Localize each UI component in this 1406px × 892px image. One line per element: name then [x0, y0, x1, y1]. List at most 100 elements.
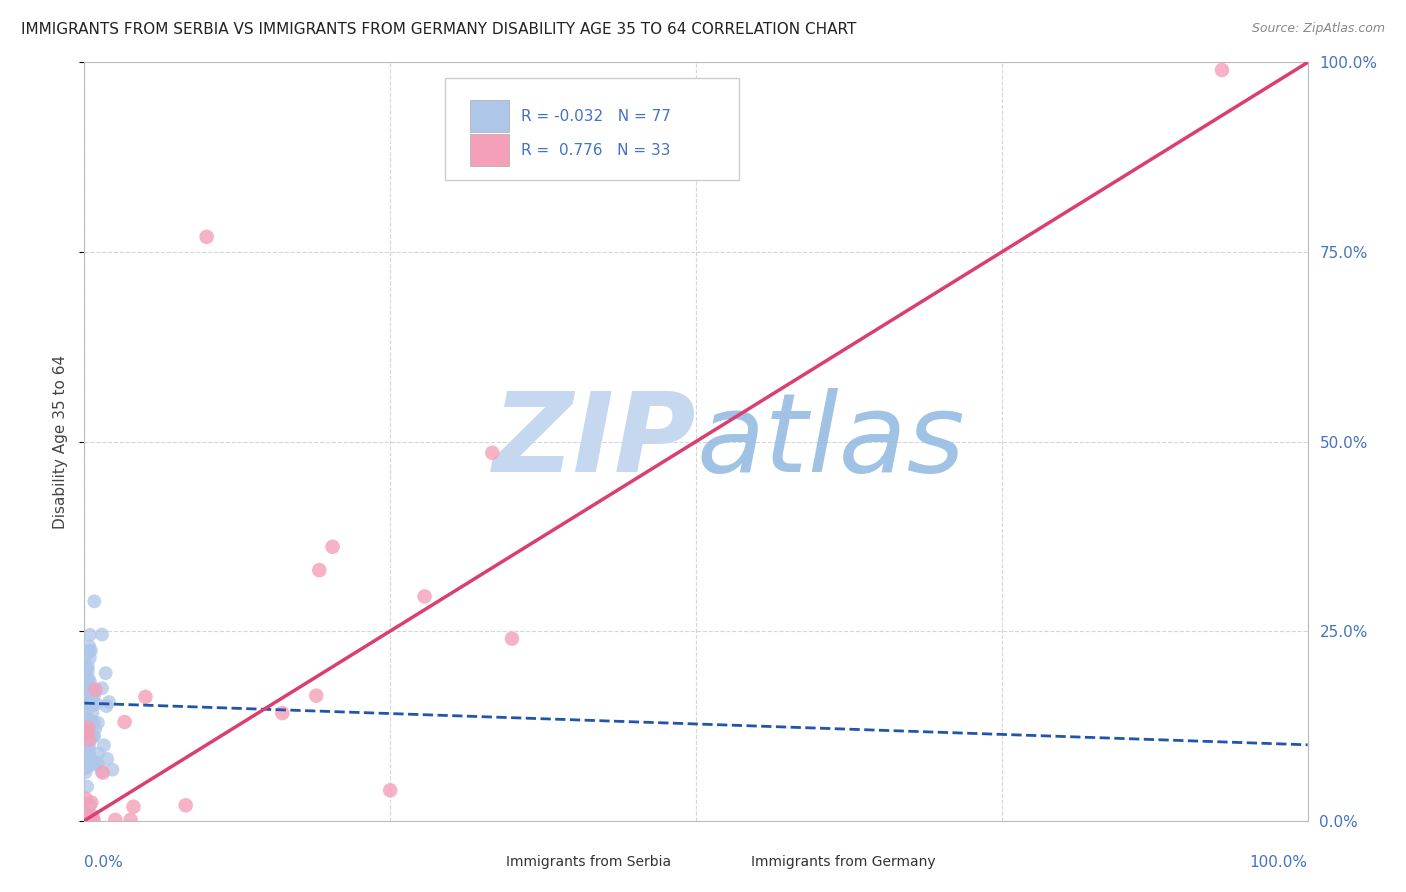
Point [96, 752, 118, 766]
Point [122, 799, 145, 814]
Point [76, 813, 98, 827]
Point [90, 764, 112, 779]
Point [83, 594, 105, 608]
Point [75, 813, 97, 827]
Point [114, 714, 136, 729]
Point [82, 716, 104, 731]
Point [101, 763, 124, 777]
Point [83, 729, 105, 743]
Point [79, 679, 101, 693]
Point [75, 705, 97, 719]
Point [84, 756, 107, 770]
Point [80, 813, 103, 827]
FancyBboxPatch shape [470, 135, 509, 166]
Point [77, 687, 100, 701]
FancyBboxPatch shape [470, 100, 509, 132]
FancyBboxPatch shape [446, 78, 738, 180]
Point [77, 732, 100, 747]
Point [79, 729, 101, 743]
Point [77, 687, 100, 701]
Point [79, 628, 101, 642]
Point [73, 669, 96, 683]
Point [94, 666, 117, 681]
Point [120, 813, 142, 827]
Point [83, 730, 105, 744]
Point [79, 813, 101, 827]
Point [75, 731, 97, 745]
Point [73, 681, 96, 696]
Point [1211, 62, 1233, 77]
Point [86, 756, 108, 771]
Point [82, 714, 104, 729]
Text: Immigrants from Germany: Immigrants from Germany [751, 855, 935, 870]
Point [134, 690, 156, 704]
Point [308, 563, 330, 577]
Point [96, 699, 118, 714]
Point [77, 739, 100, 754]
Point [79, 797, 101, 812]
Point [80, 698, 103, 713]
Point [79, 758, 101, 772]
Text: atlas: atlas [696, 388, 965, 495]
Text: 100.0%: 100.0% [1250, 855, 1308, 870]
Point [77, 672, 100, 686]
Point [380, 783, 402, 797]
Point [305, 689, 328, 703]
Point [501, 632, 523, 646]
Point [76, 691, 98, 706]
Point [75, 676, 97, 690]
Point [271, 706, 294, 720]
Point [80, 796, 103, 810]
Point [75, 660, 97, 674]
FancyBboxPatch shape [718, 849, 748, 875]
Point [77, 748, 100, 763]
Point [75, 805, 97, 820]
Point [73, 762, 96, 776]
Point [79, 643, 101, 657]
Text: ZIP: ZIP [492, 388, 696, 495]
Point [84, 682, 107, 697]
Point [75, 791, 97, 805]
FancyBboxPatch shape [474, 849, 503, 875]
Text: 0.0%: 0.0% [84, 855, 124, 870]
Point [77, 640, 100, 654]
Point [481, 446, 503, 460]
Point [93, 739, 115, 753]
Point [80, 731, 103, 745]
Point [76, 813, 98, 827]
Point [77, 747, 100, 762]
Point [174, 798, 197, 813]
Text: R =  0.776   N = 33: R = 0.776 N = 33 [522, 143, 671, 158]
Point [76, 729, 98, 743]
Point [413, 590, 436, 604]
Point [75, 648, 97, 662]
Point [87, 747, 110, 761]
Y-axis label: Disability Age 35 to 64: Disability Age 35 to 64 [53, 354, 69, 529]
Point [73, 682, 96, 697]
Point [79, 813, 101, 827]
Point [77, 807, 100, 822]
Point [87, 715, 110, 730]
Point [77, 743, 100, 757]
Point [82, 754, 104, 768]
Point [195, 229, 218, 244]
Point [73, 733, 96, 747]
Point [91, 765, 114, 780]
Point [84, 722, 107, 736]
Point [76, 659, 98, 673]
Point [83, 684, 105, 698]
Point [91, 681, 114, 696]
Point [83, 688, 105, 702]
Point [77, 721, 100, 735]
Text: R = -0.032   N = 77: R = -0.032 N = 77 [522, 109, 671, 124]
Point [77, 718, 100, 732]
Point [75, 813, 97, 827]
Point [322, 540, 344, 554]
Point [80, 643, 103, 657]
Point [76, 727, 98, 741]
Point [82, 809, 104, 823]
Point [82, 813, 104, 827]
Text: IMMIGRANTS FROM SERBIA VS IMMIGRANTS FROM GERMANY DISABILITY AGE 35 TO 64 CORREL: IMMIGRANTS FROM SERBIA VS IMMIGRANTS FRO… [21, 22, 856, 37]
Point [79, 674, 101, 689]
Text: Immigrants from Serbia: Immigrants from Serbia [506, 855, 672, 870]
